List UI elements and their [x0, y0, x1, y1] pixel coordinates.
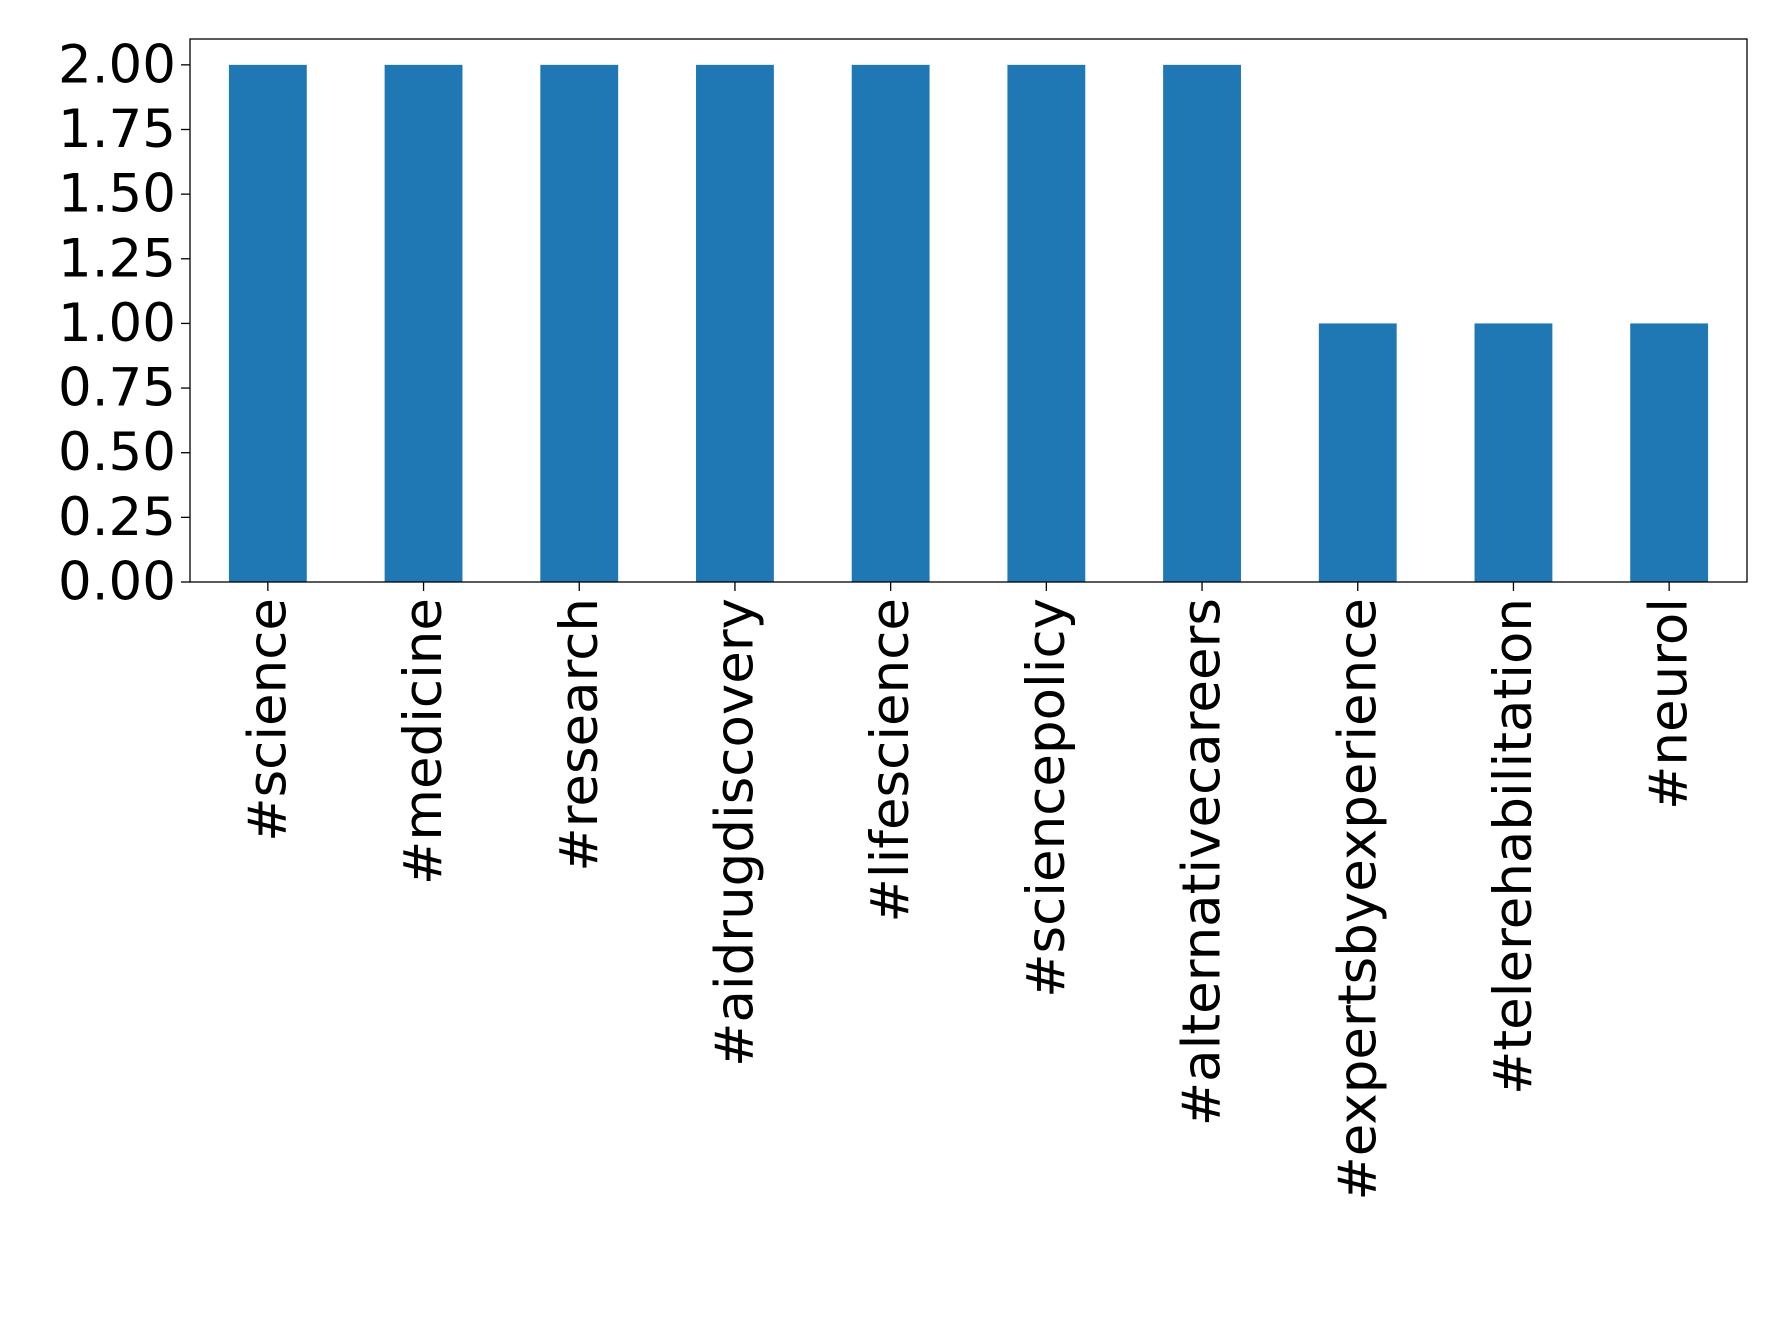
y-tick-label: 0.00	[58, 552, 176, 613]
y-tick-label: 0.25	[58, 487, 176, 548]
x-tick-label: #science	[237, 598, 298, 842]
bar-sciencepolicy	[1007, 64, 1086, 583]
bar-aidrugdiscovery	[696, 64, 774, 583]
y-axis: 0.000.250.500.751.001.251.501.752.00	[58, 34, 190, 613]
x-tick-label: #expertsbyexperience	[1327, 598, 1388, 1201]
y-tick-label: 1.00	[58, 293, 176, 354]
y-tick-label: 1.25	[58, 228, 176, 289]
plot-area-frame	[189, 38, 1748, 583]
x-tick-label: #sciencepolicy	[1016, 598, 1077, 998]
y-tick-label: 0.75	[58, 358, 176, 419]
x-axis: #science #medicine #research #aidrugdiscove…	[237, 582, 1700, 1201]
x-tick-label: #telerehabilitation	[1483, 598, 1544, 1095]
bar-neurol	[1630, 323, 1709, 582]
x-tick-label: #medicine	[393, 598, 454, 885]
x-tick-label: #aidrugdiscovery	[704, 598, 765, 1067]
bar-telerehabilitation	[1474, 323, 1553, 582]
bar-alternativecareers	[1163, 64, 1241, 583]
y-tick-label: 2.00	[58, 34, 176, 95]
bar-science	[228, 64, 307, 583]
y-tick-label: 1.50	[58, 164, 176, 225]
x-tick-label: #neurol	[1639, 598, 1700, 810]
y-tick-label: 1.75	[58, 99, 176, 160]
bar-expertsbyexperience	[1318, 323, 1397, 582]
bar-medicine	[384, 64, 463, 583]
x-tick-label: #alternativecareers	[1172, 598, 1233, 1126]
y-tick-label: 0.50	[58, 422, 176, 483]
bar-research	[540, 64, 619, 583]
x-tick-label: #research	[549, 598, 610, 872]
bar-lifescience	[851, 64, 930, 583]
bars	[228, 64, 1709, 583]
x-tick-label: #lifescience	[860, 598, 921, 923]
